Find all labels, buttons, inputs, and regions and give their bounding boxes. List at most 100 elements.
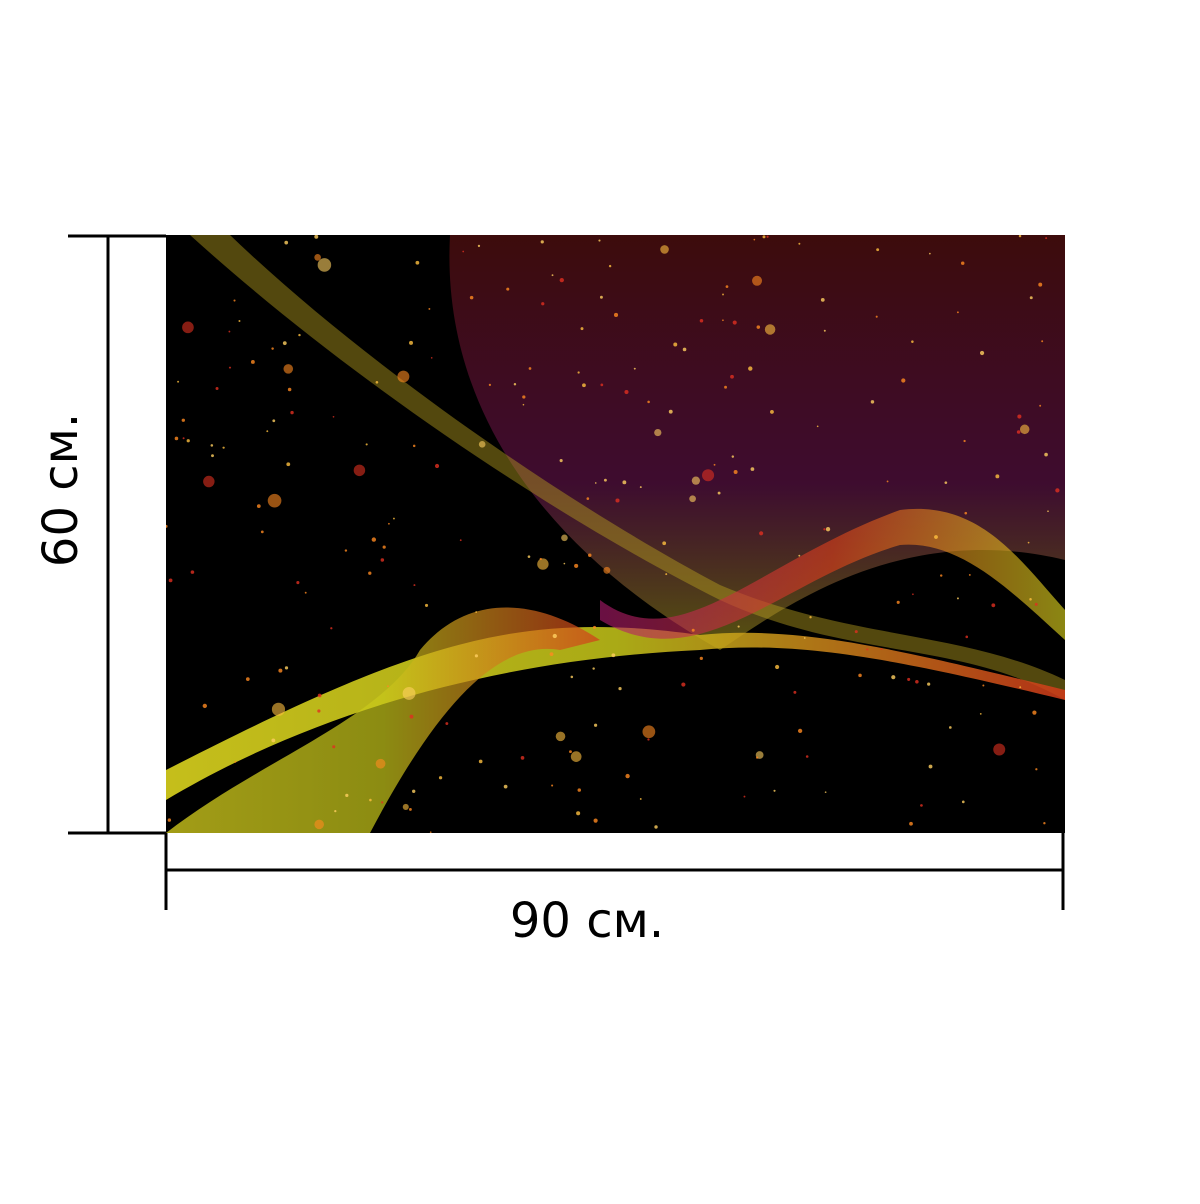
particle [722, 293, 724, 296]
particle [541, 302, 545, 306]
particle [756, 756, 759, 759]
particle [186, 439, 190, 443]
particle [901, 378, 906, 383]
particle [503, 784, 508, 789]
particle [1035, 768, 1038, 771]
particle [353, 464, 366, 477]
particle [979, 350, 985, 356]
particle [660, 245, 669, 254]
particle [940, 574, 943, 577]
particle [699, 656, 703, 661]
particle [956, 597, 959, 600]
particle [563, 562, 566, 565]
particle [506, 287, 510, 291]
particle [528, 367, 532, 370]
particle [875, 315, 878, 318]
particle [177, 380, 180, 383]
particle [603, 478, 607, 482]
particle [691, 476, 701, 485]
particle [382, 545, 386, 549]
particle [1029, 296, 1033, 300]
particle [284, 240, 289, 245]
particle [1038, 282, 1043, 287]
particle [380, 558, 385, 562]
particle [713, 463, 716, 466]
particle [271, 738, 276, 743]
particle [615, 498, 620, 503]
particle [332, 745, 336, 749]
particle [622, 480, 627, 485]
particle [522, 395, 526, 399]
particle [469, 295, 474, 300]
particle [689, 495, 696, 503]
particle [250, 360, 255, 364]
particle [290, 410, 294, 415]
particle [654, 428, 662, 437]
particle [580, 327, 584, 331]
particle [397, 370, 410, 383]
particle [233, 299, 236, 302]
particle [577, 371, 580, 374]
particle [429, 831, 432, 833]
particle [296, 581, 300, 585]
particle [803, 637, 806, 639]
particle [582, 383, 586, 388]
particle [825, 527, 831, 532]
particle [948, 726, 952, 729]
particle [271, 347, 274, 350]
particle [522, 403, 525, 406]
particle [256, 504, 261, 509]
particle [870, 400, 875, 404]
particle [611, 653, 616, 658]
particle [576, 811, 581, 816]
particle [594, 482, 597, 484]
particle [375, 758, 386, 769]
particle [1055, 488, 1060, 493]
particle [475, 611, 478, 613]
wave [449, 235, 1065, 650]
particle [762, 235, 766, 239]
particle [991, 603, 996, 608]
particle [600, 383, 604, 387]
particle [260, 530, 264, 534]
particle [412, 789, 416, 793]
particle [190, 570, 195, 574]
particle [968, 573, 971, 576]
particle [174, 436, 179, 441]
particle [1045, 237, 1048, 240]
wave [190, 235, 1065, 700]
particle [393, 517, 395, 520]
wave [166, 626, 1065, 800]
particle [424, 603, 429, 607]
particle [211, 454, 214, 458]
particle [577, 788, 581, 792]
particle [334, 810, 337, 813]
particle [766, 235, 769, 238]
artwork [166, 235, 1065, 833]
particle [927, 682, 931, 686]
particle [559, 277, 564, 283]
particle [1039, 404, 1042, 407]
particle [282, 341, 287, 346]
particle [725, 285, 729, 289]
particle [854, 630, 858, 634]
particle [513, 383, 517, 386]
particle [381, 801, 384, 804]
particle [166, 524, 168, 528]
particle [402, 803, 409, 810]
particle [1047, 510, 1049, 513]
particle [639, 486, 642, 489]
particle [928, 764, 933, 769]
particle [964, 511, 968, 515]
particle [965, 635, 969, 639]
particle [982, 684, 985, 687]
wave [166, 607, 600, 833]
particle [402, 687, 416, 700]
particle [592, 667, 595, 670]
particle [956, 311, 959, 314]
particle [549, 652, 554, 656]
particle [344, 549, 348, 552]
particle [647, 400, 650, 404]
particle [699, 318, 704, 323]
particle [228, 366, 232, 369]
